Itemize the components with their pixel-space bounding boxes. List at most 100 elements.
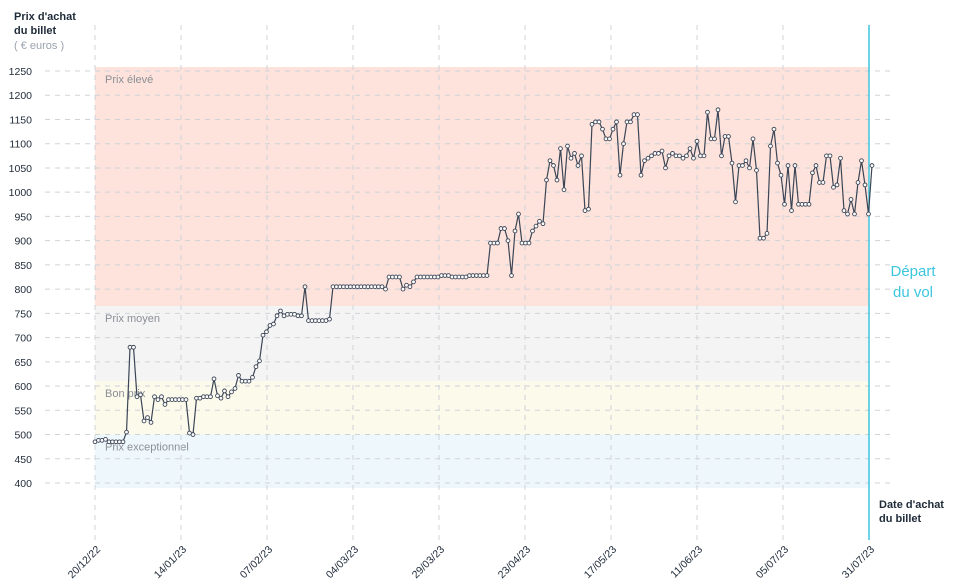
- price-point: [236, 373, 241, 378]
- y-tick-label: 1100: [9, 139, 32, 151]
- price-point: [222, 388, 227, 394]
- price-point: [719, 153, 724, 159]
- price-point: [600, 126, 605, 132]
- price-point: [134, 394, 140, 400]
- y-tick-label: 900: [14, 236, 32, 248]
- y-tick-label: 850: [14, 260, 32, 272]
- price-point: [855, 180, 861, 185]
- y-tick-label: 700: [14, 333, 32, 345]
- price-point: [271, 321, 276, 327]
- price-point: [778, 172, 784, 178]
- x-tick-label: 05/07/23: [754, 544, 791, 581]
- price-point: [670, 151, 675, 156]
- price-point: [141, 418, 147, 424]
- price-point: [775, 160, 780, 166]
- y-axis-title-line2: du billet: [14, 25, 57, 37]
- y-tick-label: 1200: [9, 90, 33, 102]
- x-tick-label: 11/06/23: [668, 544, 705, 581]
- price-point: [533, 223, 539, 229]
- price-point: [768, 143, 773, 149]
- price-point: [264, 329, 269, 335]
- y-tick-label: 500: [14, 430, 32, 442]
- price-point: [572, 151, 577, 156]
- price-point: [845, 211, 850, 217]
- price-point: [705, 109, 710, 115]
- price-point: [841, 208, 847, 213]
- price-point: [516, 211, 521, 217]
- price-point: [530, 228, 535, 234]
- price-point: [547, 158, 553, 164]
- price-point: [834, 182, 840, 188]
- y-tick-label: 800: [14, 284, 32, 296]
- price-point: [596, 119, 602, 125]
- x-tick-label: 20/12/22: [66, 544, 103, 581]
- price-point: [666, 153, 672, 159]
- price-point: [645, 155, 651, 161]
- price-point: [246, 378, 252, 384]
- price-point: [250, 374, 255, 380]
- price-point: [792, 163, 798, 168]
- depart-label-line2: du vol: [892, 284, 934, 301]
- price-point: [407, 284, 413, 290]
- price-point: [785, 163, 791, 168]
- price-point: [733, 199, 738, 205]
- price-point: [715, 107, 721, 113]
- price-point: [225, 394, 231, 400]
- x-tick-label: 17/05/23: [582, 544, 619, 581]
- price-point: [617, 172, 623, 178]
- y-tick-label: 600: [14, 381, 32, 393]
- price-point: [621, 141, 626, 147]
- price-point: [302, 284, 308, 290]
- price-point: [397, 274, 402, 280]
- price-point: [838, 155, 843, 161]
- price-point: [145, 415, 150, 420]
- y-tick-label: 450: [14, 454, 32, 466]
- price-point: [586, 206, 591, 212]
- price-point: [687, 146, 693, 151]
- price-point: [537, 218, 542, 224]
- price-point: [852, 211, 857, 217]
- price-point: [649, 153, 654, 159]
- price-point: [260, 332, 266, 338]
- price-point: [575, 163, 581, 168]
- y-tick-label: 650: [14, 357, 32, 369]
- price-point: [747, 165, 752, 171]
- band-0: [95, 67, 869, 307]
- price-point: [211, 376, 217, 382]
- y-axis-tick-labels: 400 450 500 550 600 650 700 750 800 850 900 950 1000…: [9, 66, 33, 490]
- y-tick-label: 750: [14, 308, 32, 320]
- price-point: [120, 439, 126, 445]
- price-point: [124, 429, 129, 435]
- price-point: [848, 197, 854, 202]
- x-tick-label: 31/07/23: [840, 544, 877, 581]
- price-point: [813, 163, 819, 168]
- x-tick-label: 04/03/23: [324, 544, 361, 581]
- band-label-3: Prix exceptionnel: [105, 442, 189, 454]
- price-point: [383, 286, 388, 292]
- x-axis-tick-labels: 20/12/22 14/01/23 07/02/23 04/03/23 29/03/23…: [66, 544, 877, 582]
- price-point: [831, 184, 836, 190]
- x-axis-title-line1: Date d'achat: [879, 499, 944, 511]
- price-point: [253, 364, 259, 370]
- price-point: [152, 394, 157, 400]
- price-point: [232, 386, 238, 391]
- price-point: [505, 238, 511, 243]
- price-point: [103, 437, 108, 442]
- price-point: [218, 395, 224, 401]
- band-label-0: Prix élevé: [105, 74, 153, 86]
- price-point: [544, 177, 549, 183]
- price-point: [806, 201, 812, 207]
- price-point: [680, 155, 686, 161]
- price-point: [862, 182, 868, 188]
- price-point: [274, 313, 280, 319]
- y-tick-label: 1150: [9, 114, 32, 126]
- x-tick-label: 23/04/23: [496, 544, 533, 581]
- y-axis-title: Prix d'achat du billet: [14, 10, 104, 38]
- price-point: [869, 163, 875, 168]
- price-point: [726, 134, 731, 139]
- price-point: [610, 126, 616, 132]
- price-point: [712, 136, 717, 142]
- y-tick-label: 1050: [9, 163, 33, 175]
- price-point: [148, 420, 154, 425]
- x-axis-title: Date d'achat du billet: [879, 498, 958, 526]
